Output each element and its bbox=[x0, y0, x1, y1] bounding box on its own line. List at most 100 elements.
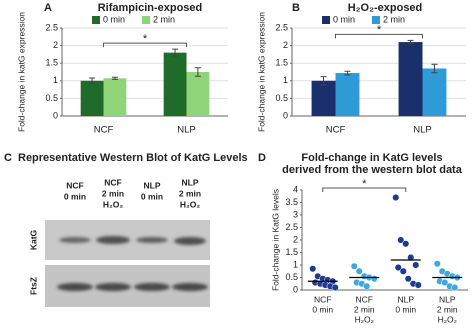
x-tick-label: NLP bbox=[439, 294, 456, 304]
error-bar bbox=[89, 77, 96, 85]
legend-label: 0 min bbox=[333, 14, 355, 24]
legend-label: 2 min bbox=[153, 14, 175, 24]
significance-label: * bbox=[362, 178, 367, 190]
lane-label: NCF bbox=[66, 180, 83, 190]
y-tick-label: 2.5 bbox=[45, 22, 58, 32]
significance-label: * bbox=[377, 24, 382, 36]
y-tick-label: 1 bbox=[293, 259, 298, 269]
y-tick-label: 1 bbox=[283, 75, 288, 85]
x-tick-label: NCF bbox=[94, 125, 114, 136]
chart-title: derived from the western blot data bbox=[282, 164, 463, 176]
legend-swatch bbox=[142, 16, 150, 24]
x-tick-label: 2 min bbox=[354, 304, 375, 314]
y-tick-label: 0 bbox=[293, 284, 298, 294]
significance-bracket bbox=[322, 187, 407, 192]
significance-bracket bbox=[103, 42, 187, 48]
error-bar bbox=[407, 39, 414, 45]
x-tick-label: 0 min bbox=[312, 304, 333, 314]
data-point bbox=[404, 275, 412, 283]
lane-label: 0 min bbox=[141, 191, 163, 201]
x-tick-label: NCF bbox=[314, 294, 331, 304]
data-point bbox=[441, 278, 449, 287]
data-point bbox=[392, 193, 400, 202]
x-tick-label: NLP bbox=[177, 125, 195, 136]
y-tick-label: 1.5 bbox=[285, 247, 298, 257]
data-point bbox=[363, 282, 371, 290]
blot-bands bbox=[57, 236, 208, 291]
x-tick-label: 0 min bbox=[395, 304, 416, 314]
lane-label: H₂O₂ bbox=[103, 199, 124, 209]
data-point bbox=[414, 281, 422, 289]
data-point bbox=[331, 283, 339, 292]
bar bbox=[422, 68, 447, 116]
y-tick-label: 0.5 bbox=[275, 93, 288, 103]
error-bar bbox=[431, 63, 438, 74]
panel-letter: A bbox=[44, 2, 52, 14]
panel-letter: B bbox=[292, 2, 300, 14]
legend-label: 2 min bbox=[383, 14, 405, 24]
x-tick-label: 2 min bbox=[437, 304, 458, 314]
chart-title: Rifampicin-exposed bbox=[98, 2, 203, 14]
x-tick-label: NCF bbox=[356, 294, 373, 304]
data-point bbox=[433, 260, 441, 268]
data-point bbox=[407, 253, 415, 262]
bar bbox=[163, 52, 187, 116]
legend-label: 0 min bbox=[103, 14, 125, 24]
error-bar bbox=[320, 76, 327, 86]
y-tick-label: 2 bbox=[293, 234, 298, 244]
y-axis-label: Fold-change in katG expression bbox=[256, 12, 266, 132]
chart-title: H₂O₂-exposed bbox=[348, 2, 423, 14]
y-tick-label: 1.5 bbox=[275, 58, 288, 68]
data-point bbox=[397, 236, 405, 244]
x-tick-label: H₂O₂ bbox=[355, 314, 374, 324]
x-tick-label: NCF bbox=[326, 125, 346, 136]
panel-letter: D bbox=[258, 152, 266, 164]
y-tick-label: 0 bbox=[283, 110, 288, 120]
significance-bracket bbox=[335, 33, 423, 39]
legend-swatch bbox=[92, 16, 100, 24]
lane-label: H₂O₂ bbox=[180, 199, 201, 209]
chart-title: Fold-change in KatG levels bbox=[301, 152, 442, 164]
y-tick-label: 4 bbox=[293, 184, 298, 194]
y-tick-label: 1.5 bbox=[45, 58, 58, 68]
x-tick-label: NLP bbox=[397, 294, 414, 304]
y-tick-label: 2 bbox=[283, 40, 288, 50]
y-tick-label: 0 bbox=[53, 110, 58, 120]
bar bbox=[335, 73, 360, 116]
lane-label: 2 min bbox=[102, 188, 124, 198]
panel-letter: C bbox=[4, 152, 12, 164]
lane-label: 2 min bbox=[179, 188, 201, 198]
y-tick-label: 2 bbox=[53, 40, 58, 50]
data-point bbox=[309, 265, 317, 273]
y-tick-label: 3 bbox=[293, 209, 298, 219]
lane-label: 0 min bbox=[64, 191, 86, 201]
error-bar bbox=[172, 48, 179, 57]
legend-swatch bbox=[322, 16, 330, 24]
data-point bbox=[350, 262, 358, 270]
data-point bbox=[402, 240, 410, 248]
data-point bbox=[394, 263, 402, 272]
x-tick-label: NLP bbox=[413, 125, 431, 136]
lane-label: NLP bbox=[144, 180, 161, 190]
bar bbox=[80, 80, 104, 116]
data-point bbox=[451, 283, 459, 292]
error-bar bbox=[194, 67, 201, 77]
x-tick-label: H₂O₂ bbox=[438, 314, 457, 324]
data-point bbox=[370, 275, 378, 283]
error-bar bbox=[111, 76, 118, 80]
lane-label: NLP bbox=[182, 177, 199, 187]
data-point bbox=[355, 267, 363, 275]
blot-title: Representative Western Blot of KatG Leve… bbox=[18, 152, 248, 164]
bar bbox=[186, 72, 210, 116]
bar bbox=[103, 78, 127, 116]
data-point bbox=[412, 261, 420, 269]
legend-swatch bbox=[372, 16, 380, 24]
data-point bbox=[399, 267, 407, 275]
y-axis-label: Fold-change in KatG levels bbox=[270, 189, 280, 291]
bar bbox=[311, 80, 336, 116]
bar bbox=[398, 42, 423, 116]
error-bar bbox=[344, 70, 351, 76]
y-tick-label: 2.5 bbox=[285, 222, 298, 232]
y-axis-label: Fold-change in katG expression bbox=[16, 12, 26, 132]
